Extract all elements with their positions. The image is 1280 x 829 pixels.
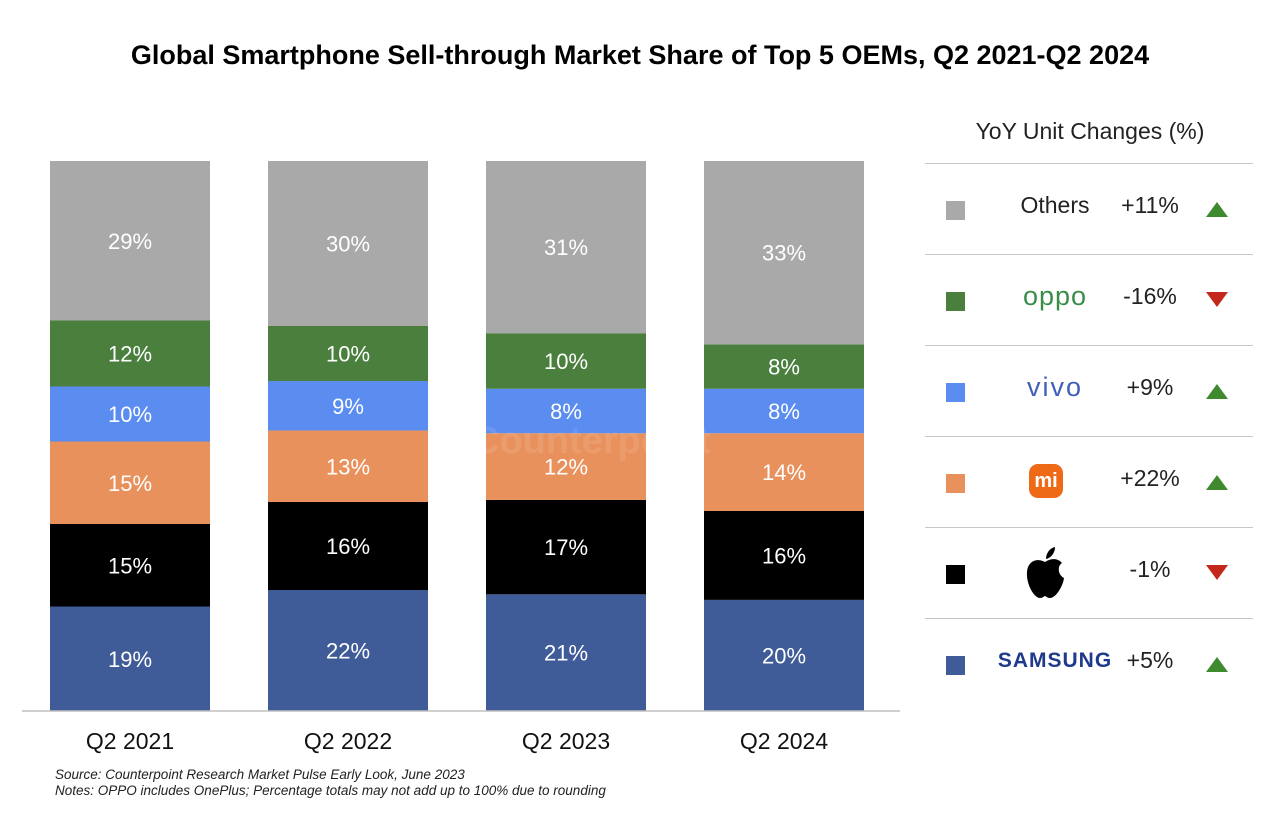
bar-data-label: 21% [544,641,588,666]
notes-note: Notes: OPPO includes OnePlus; Percentage… [55,783,606,798]
bar-segment [704,433,864,511]
chart-notes: Source: Counterpoint Research Market Pul… [55,767,606,799]
bar-segment [268,502,428,590]
bar-data-label: 8% [768,355,800,380]
bar-data-label: 16% [326,534,370,559]
bar-data-label: 17% [544,535,588,560]
legend-swatch-vivo [946,383,965,402]
bar-data-label: 14% [762,460,806,485]
bar-data-label: 33% [762,241,806,266]
bar-data-label: 8% [768,399,800,424]
bar-data-label: 9% [332,394,364,419]
bar-segment [50,524,210,607]
bar-data-label: 16% [762,543,806,568]
legend-row-samsung: SAMSUNG +5% [925,618,1253,709]
legend-change-samsung: +5% [1126,647,1174,673]
bar-data-label: 8% [550,399,582,424]
bar-segment [50,320,210,387]
watermark: Counterpoint [472,420,711,462]
bars-group: 19% 15% 15% 10% 12% 29% 22% 16% 13% 9% 10% 30% 21% 17… [50,161,864,711]
bar-segment [486,161,646,334]
bar-data-label: 13% [326,454,370,479]
bar-data-label: 30% [326,232,370,257]
down-arrow-icon [1206,292,1228,307]
x-tick-labels: Q2 2021 Q2 2022 Q2 2023 Q2 2024 [86,728,828,754]
legend-change-others: +11% [1121,192,1179,218]
legend-change-vivo: +9% [1126,374,1174,400]
chart-title: Global Smartphone Sell-through Market Sh… [130,40,1150,70]
legend-change-apple: -1% [1129,556,1171,582]
legend-swatch-oppo [946,292,965,311]
bar-segment [268,590,428,711]
x-tick-label: Q2 2023 [522,728,610,754]
legend-name-others: Others [1020,192,1090,218]
legend-swatch-xiaomi [946,474,965,493]
bar-segment [704,599,864,711]
xiaomi-logo-icon: mi [1029,464,1063,498]
down-arrow-icon [1206,565,1228,580]
legend-header: YoY Unit Changes (%) [975,118,1205,144]
bar-segment [486,499,646,595]
samsung-logo: SAMSUNG [997,649,1113,672]
bar-data-label: 15% [108,553,152,578]
bar-data-label: 15% [108,471,152,496]
x-tick-label: Q2 2024 [740,728,828,754]
bar-segment [704,161,864,345]
bar-segment [486,333,646,389]
bar-data-label: 12% [544,455,588,480]
legend-swatch-apple [946,565,965,584]
bar-segment [486,388,646,434]
bar-data-label: 20% [762,643,806,668]
stacked-bar-chart: 19% 15% 15% 10% 12% 29% 22% 16% 13% 9% 10% 30% 21% 17… [22,161,900,754]
legend-row-others: Others +11% [925,163,1253,254]
bar-segment [50,441,210,524]
bar-data-label: 12% [108,342,152,367]
bar-data-label: 19% [108,647,152,672]
bar-data-label: 22% [326,639,370,664]
bar-data-label: 10% [544,349,588,374]
up-arrow-icon [1206,657,1228,672]
bar-segment [704,388,864,434]
bar-segment [704,344,864,389]
legend-change-oppo: -16% [1123,283,1177,309]
legend-row-xiaomi: mi +22% [925,436,1253,527]
legend-row-oppo: oppo -16% [925,254,1253,345]
legend-change-xiaomi: +22% [1120,465,1180,491]
up-arrow-icon [1206,384,1228,399]
bar-data-label: 29% [108,229,152,254]
bar-segment [50,161,210,321]
up-arrow-icon [1206,475,1228,490]
bar-segment [486,433,646,500]
bar-segment [268,161,428,326]
source-note: Source: Counterpoint Research Market Pul… [55,767,465,782]
up-arrow-icon [1206,202,1228,217]
bar-segment [50,606,210,711]
vivo-logo: vivo [1026,372,1083,402]
bar-segment [268,326,428,381]
bar-segment [486,594,646,711]
bar-segment [704,511,864,600]
bar-segment [50,386,210,442]
legend-swatch-others [946,201,965,220]
bar-segment [268,381,428,431]
x-tick-label: Q2 2021 [86,728,174,754]
legend-row-apple: -1% [925,527,1253,618]
legend-row-vivo: vivo +9% [925,345,1253,436]
bar-data-label: 10% [326,342,370,367]
bar-segment [268,430,428,502]
bar-data-label: 31% [544,235,588,260]
oppo-logo: oppo [1022,281,1088,311]
legend-swatch-samsung [946,656,965,675]
x-tick-label: Q2 2022 [304,728,392,754]
apple-logo-icon [1026,547,1064,598]
bar-data-label: 10% [108,402,152,427]
